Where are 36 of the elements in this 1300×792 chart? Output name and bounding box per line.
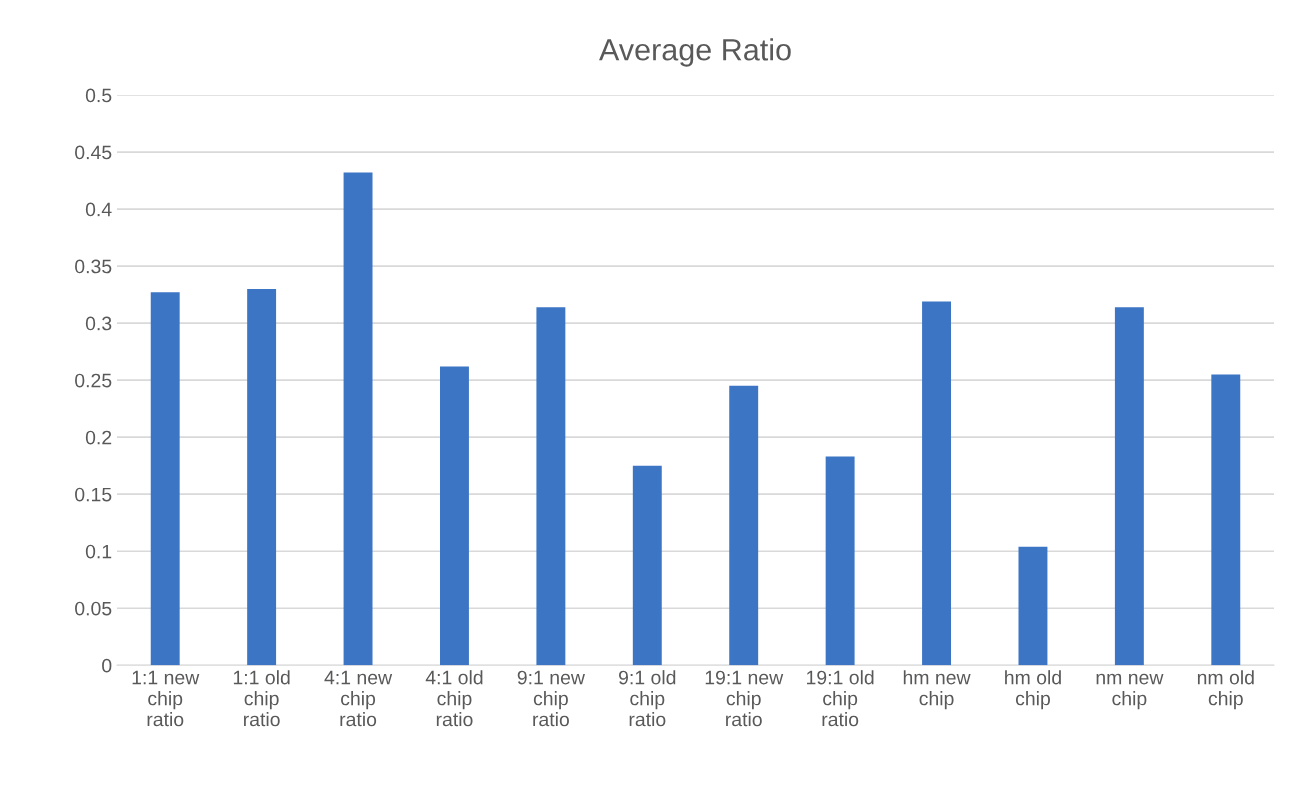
- y-tick-label: 0.2: [85, 430, 112, 445]
- bar: [1114, 307, 1144, 666]
- x-tick-label: 4:1 new chip ratio: [324, 670, 393, 727]
- x-tick-label: nm old chip: [1197, 670, 1254, 710]
- x-tick-label: 19:1 old chip ratio: [807, 670, 874, 727]
- bar: [729, 385, 759, 666]
- bar: [825, 456, 855, 666]
- bar: [632, 465, 662, 666]
- bar: [1018, 546, 1048, 666]
- x-tick-label: 19:1 new chip ratio: [705, 670, 784, 727]
- x-tick-label: hm old chip: [1005, 670, 1061, 710]
- bar: [440, 366, 469, 666]
- x-tick-label: 9:1 old chip ratio: [619, 670, 676, 727]
- y-tick-label: 0: [102, 658, 112, 673]
- y-tick-label: 0.25: [75, 373, 112, 388]
- y-tick-label: 0.3: [85, 316, 112, 331]
- x-tick-label: nm new chip: [1096, 673, 1164, 710]
- y-tick-label: 0.5: [85, 88, 112, 103]
- x-tick-label: 1:1 old chip ratio: [233, 670, 290, 727]
- y-tick-label: 0.45: [75, 145, 112, 160]
- y-tick-label: 0.4: [85, 202, 112, 217]
- bar: [1211, 374, 1241, 666]
- bar: [536, 307, 566, 666]
- x-tick-label: 4:1 old chip ratio: [425, 670, 483, 727]
- bar: [150, 292, 180, 666]
- x-tick-label: 1:1 new chip ratio: [132, 670, 200, 727]
- y-tick-label: 0.15: [75, 487, 112, 502]
- bar: [247, 288, 277, 666]
- bar: [922, 301, 951, 666]
- y-tick-label: 0.35: [75, 259, 112, 274]
- x-tick-label: hm new chip: [903, 670, 971, 710]
- bar: [343, 172, 373, 666]
- x-tick-label: 9:1 new chip ratio: [517, 670, 585, 727]
- y-tick-label: 0.05: [75, 601, 112, 616]
- chart-title: Average Ratio: [599, 38, 791, 67]
- y-tick-label: 0.1: [85, 544, 112, 559]
